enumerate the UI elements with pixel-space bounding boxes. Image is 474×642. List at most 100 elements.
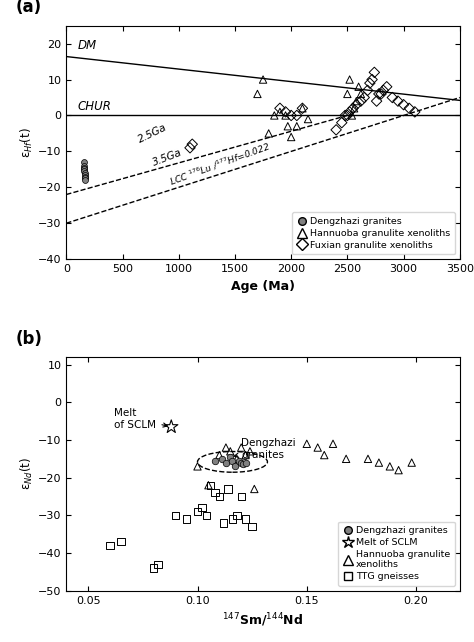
Point bbox=[353, 96, 360, 106]
Point bbox=[227, 452, 234, 462]
Text: (b): (b) bbox=[15, 330, 42, 348]
Legend: Dengzhazi granites, Hannuoba granulite xenoliths, Fuxian granulite xenoliths: Dengzhazi granites, Hannuoba granulite x… bbox=[292, 213, 455, 254]
Point bbox=[299, 103, 306, 114]
Point bbox=[150, 563, 157, 573]
Point bbox=[202, 510, 210, 521]
Point bbox=[332, 125, 340, 135]
Point bbox=[265, 128, 273, 139]
Point bbox=[314, 442, 321, 453]
X-axis label: $^{147}$Sm/$^{144}$Nd: $^{147}$Sm/$^{144}$Nd bbox=[222, 611, 304, 629]
Point bbox=[287, 132, 295, 142]
Point bbox=[81, 166, 88, 177]
Point bbox=[237, 442, 245, 453]
Point bbox=[350, 103, 358, 114]
Point bbox=[117, 537, 125, 547]
Point bbox=[242, 450, 249, 460]
Text: Dengzhazi
granites: Dengzhazi granites bbox=[234, 438, 296, 460]
Point bbox=[357, 89, 365, 99]
Point bbox=[198, 503, 206, 513]
Point bbox=[259, 74, 267, 85]
Y-axis label: ε$_{Nd}$(t): ε$_{Nd}$(t) bbox=[19, 457, 35, 490]
Point bbox=[251, 484, 258, 494]
Point bbox=[346, 107, 354, 117]
Text: Melt
of SCLM: Melt of SCLM bbox=[114, 408, 167, 429]
Point bbox=[353, 100, 360, 110]
Point bbox=[405, 103, 413, 114]
Point bbox=[239, 460, 247, 470]
Point bbox=[375, 458, 383, 468]
Point bbox=[81, 171, 89, 182]
Point bbox=[81, 164, 88, 175]
Point bbox=[368, 74, 376, 85]
Point bbox=[81, 169, 89, 180]
Point bbox=[276, 107, 284, 117]
Point bbox=[303, 438, 310, 449]
Point bbox=[237, 458, 245, 468]
Point bbox=[242, 458, 249, 468]
Point bbox=[364, 85, 372, 96]
X-axis label: Age (Ma): Age (Ma) bbox=[231, 279, 295, 293]
Point bbox=[216, 450, 223, 460]
Point bbox=[329, 438, 337, 449]
Point bbox=[373, 96, 381, 106]
Point bbox=[380, 85, 387, 96]
Point bbox=[344, 89, 351, 99]
Point bbox=[344, 110, 351, 121]
Point bbox=[81, 160, 88, 171]
Point bbox=[228, 514, 236, 525]
Point bbox=[218, 454, 225, 464]
Point bbox=[235, 456, 243, 466]
Point bbox=[233, 510, 241, 521]
Point bbox=[183, 514, 191, 525]
Point bbox=[205, 480, 212, 490]
Point bbox=[395, 465, 402, 475]
Point bbox=[216, 491, 223, 501]
Point bbox=[282, 110, 289, 121]
Point bbox=[341, 110, 349, 121]
Text: DM: DM bbox=[78, 39, 97, 52]
Point bbox=[386, 461, 393, 471]
Point bbox=[287, 110, 295, 121]
Point bbox=[207, 480, 214, 490]
Point bbox=[242, 514, 249, 525]
Point bbox=[167, 422, 175, 432]
Point bbox=[293, 110, 301, 121]
Point bbox=[299, 103, 306, 114]
Point bbox=[400, 100, 407, 110]
Point bbox=[342, 454, 350, 464]
Point bbox=[81, 168, 88, 178]
Point bbox=[389, 92, 396, 103]
Point bbox=[276, 103, 284, 114]
Point bbox=[186, 143, 194, 153]
Point bbox=[293, 121, 301, 132]
Point bbox=[222, 458, 230, 468]
Point bbox=[371, 67, 378, 78]
Point bbox=[377, 89, 385, 99]
Point bbox=[360, 92, 368, 103]
Point bbox=[237, 491, 245, 501]
Point bbox=[81, 162, 88, 173]
Point bbox=[81, 157, 88, 168]
Text: (a): (a) bbox=[15, 0, 41, 16]
Point bbox=[189, 139, 196, 150]
Point bbox=[355, 82, 363, 92]
Point bbox=[248, 521, 256, 532]
Point bbox=[357, 96, 365, 106]
Point bbox=[383, 82, 391, 92]
Point bbox=[408, 458, 416, 468]
Point bbox=[228, 456, 236, 466]
Legend: Dengzhazi granites, Melt of SCLM, Hannuoba granulite
xenoliths, TTG gneisses: Dengzhazi granites, Melt of SCLM, Hannuo… bbox=[338, 521, 455, 586]
Point bbox=[106, 541, 114, 551]
Point bbox=[81, 173, 89, 184]
Point bbox=[254, 89, 261, 99]
Point bbox=[320, 450, 328, 460]
Point bbox=[375, 89, 383, 99]
Point bbox=[364, 454, 372, 464]
Point bbox=[172, 510, 180, 521]
Point bbox=[211, 456, 219, 466]
Point bbox=[155, 559, 162, 569]
Point bbox=[246, 446, 254, 456]
Point bbox=[338, 117, 346, 128]
Point bbox=[231, 461, 238, 471]
Point bbox=[346, 74, 354, 85]
